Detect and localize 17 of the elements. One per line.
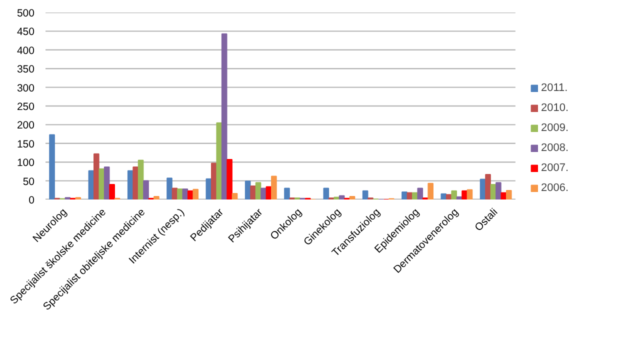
y-tick-label: 400 [16,44,35,57]
y-tick-label: 150 [16,138,35,150]
legend-label: 2010. [541,102,569,114]
y-tick-label: 350 [16,64,35,76]
y-tick-label: 250 [16,101,35,113]
legend-label: 2008. [541,142,569,154]
y-tick-label: 0 [28,194,35,206]
legend-label: 2011. [541,82,568,94]
y-tick-label: 50 [22,176,35,188]
y-tick-label: 100 [16,157,35,170]
legend-label: 2007. [541,162,569,174]
y-tick-label: 450 [16,26,35,38]
legend-label: 2006. [541,182,569,194]
y-tick-label: 300 [16,82,35,94]
legend-label: 2009. [541,122,569,134]
y-tick-label: 200 [16,120,35,132]
y-tick-label: 500 [16,8,35,20]
